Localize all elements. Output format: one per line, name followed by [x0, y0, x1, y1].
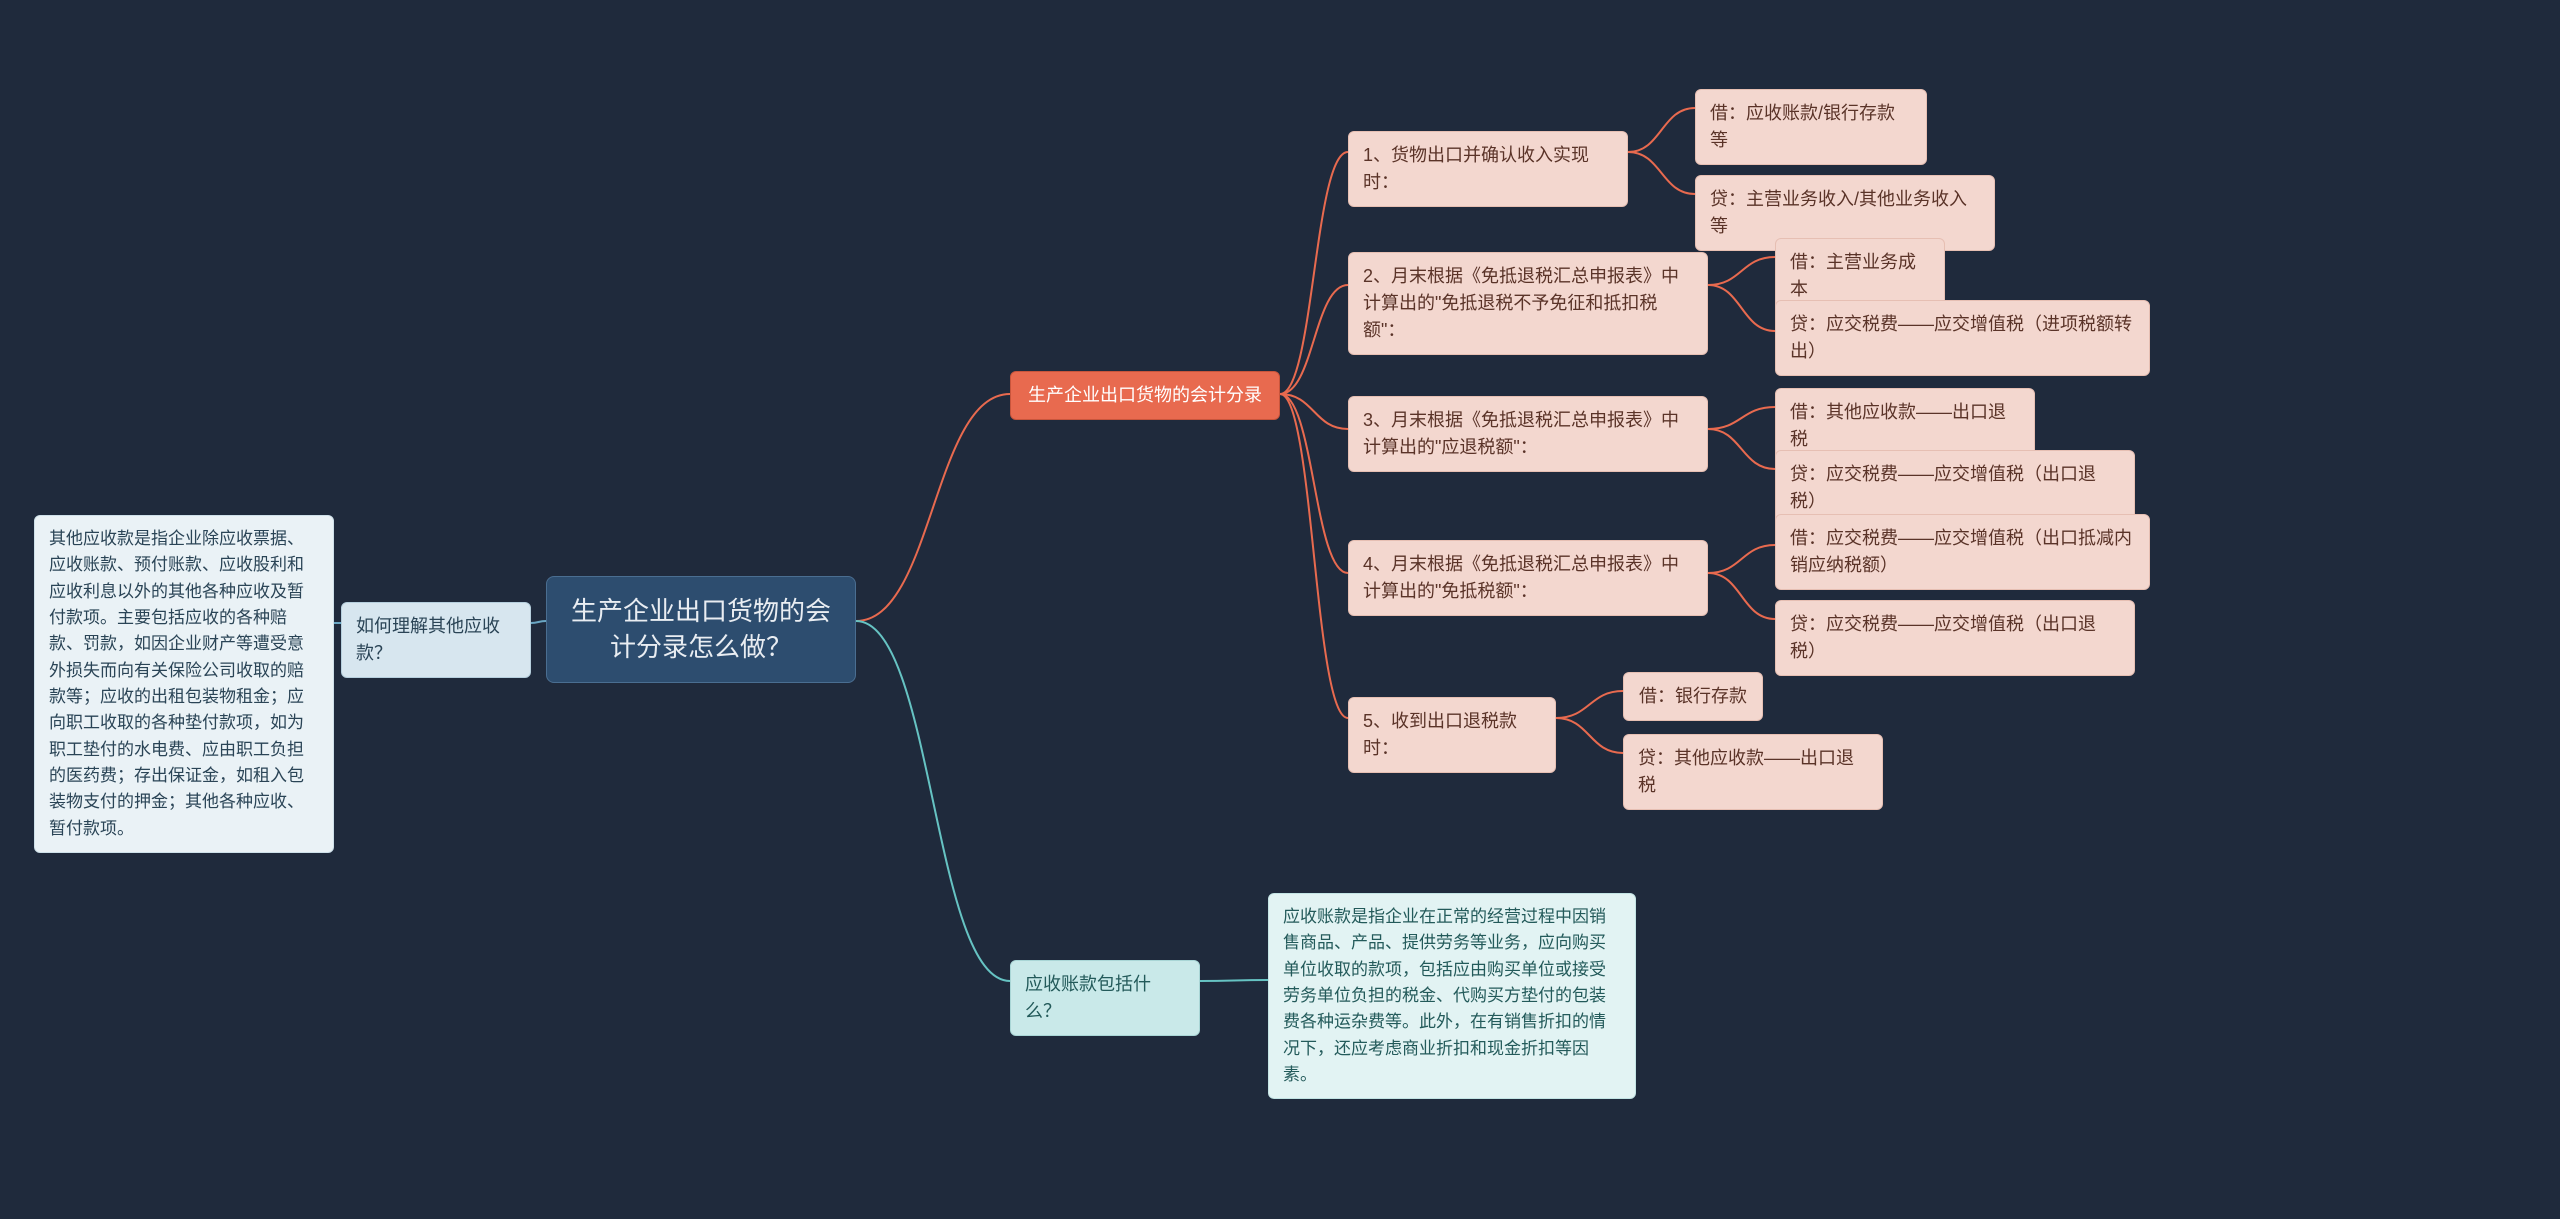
mindmap-node[interactable]: 借：应收账款/银行存款等: [1695, 89, 1927, 165]
mindmap-node[interactable]: 应收账款是指企业在正常的经营过程中因销售商品、产品、提供劳务等业务，应向购买单位…: [1268, 893, 1636, 1099]
mindmap-node[interactable]: 如何理解其他应收款？: [341, 602, 531, 678]
mindmap-node[interactable]: 3、月末根据《免抵退税汇总申报表》中计算出的"应退税额"：: [1348, 396, 1708, 472]
mindmap-node[interactable]: 其他应收款是指企业除应收票据、应收账款、预付账款、应收股利和应收利息以外的其他各…: [34, 515, 334, 853]
mindmap-node[interactable]: 生产企业出口货物的会计分录: [1010, 371, 1280, 420]
mindmap-node[interactable]: 4、月末根据《免抵退税汇总申报表》中计算出的"免抵税额"：: [1348, 540, 1708, 616]
mindmap-node[interactable]: 借：银行存款: [1623, 672, 1763, 721]
mindmap-node[interactable]: 生产企业出口货物的会计分录怎么做？: [546, 576, 856, 683]
mindmap-canvas: ch 生产企业出口货物的会计分录怎么做？如何理解其他应收款？其他应收款是指企业除…: [0, 0, 2560, 1219]
mindmap-node[interactable]: 借：应交税费——应交增值税（出口抵减内销应纳税额）: [1775, 514, 2150, 590]
mindmap-node[interactable]: 5、收到出口退税款时：: [1348, 697, 1556, 773]
mindmap-node[interactable]: 应收账款包括什么？: [1010, 960, 1200, 1036]
mindmap-node[interactable]: 贷：应交税费——应交增值税（进项税额转出）: [1775, 300, 2150, 376]
mindmap-node[interactable]: 贷：应交税费——应交增值税（出口退税）: [1775, 600, 2135, 676]
mindmap-node[interactable]: 贷：其他应收款——出口退税: [1623, 734, 1883, 810]
mindmap-node[interactable]: 1、货物出口并确认收入实现时：: [1348, 131, 1628, 207]
mindmap-node[interactable]: 2、月末根据《免抵退税汇总申报表》中计算出的"免抵退税不予免征和抵扣税额"：: [1348, 252, 1708, 355]
